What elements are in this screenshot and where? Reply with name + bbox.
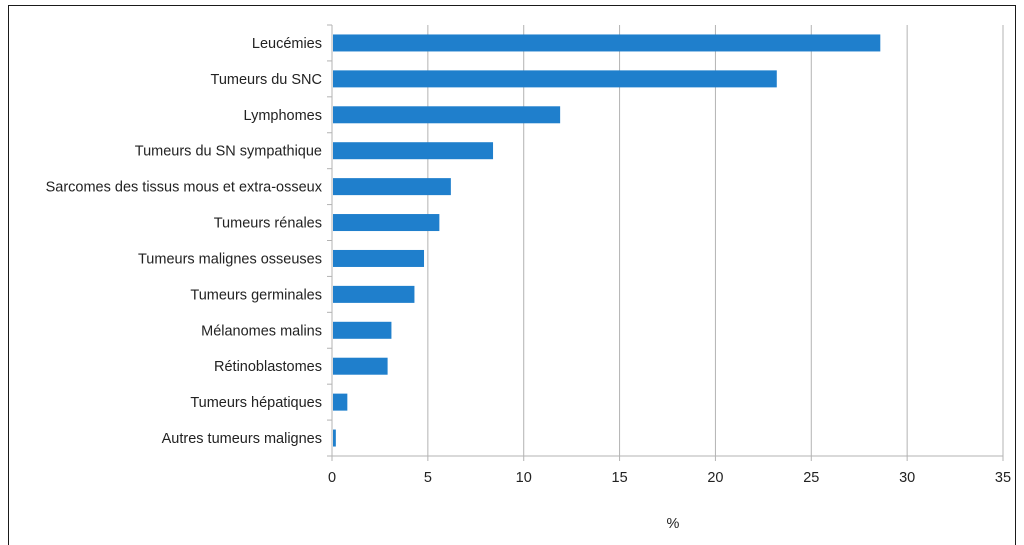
chart-frame <box>8 5 1016 545</box>
category-label: Tumeurs rénales <box>214 216 322 232</box>
bar <box>333 321 392 339</box>
category-labels: Leucémies Tumeurs du SNC Lymphomes Tumeurs … <box>46 36 323 447</box>
x-tick-label: 5 <box>424 470 432 486</box>
x-tick-label: 0 <box>328 470 336 486</box>
bar <box>333 393 348 411</box>
bar <box>333 106 561 124</box>
category-label: Leucémies <box>252 36 322 52</box>
x-tick-label: 10 <box>516 470 532 486</box>
category-label: Lymphomes <box>244 108 322 124</box>
bar <box>333 142 494 160</box>
bar <box>333 178 451 196</box>
x-tick-labels: 0 5 10 15 20 25 30 35 <box>328 470 1011 486</box>
category-label: Tumeurs malignes osseuses <box>138 251 322 267</box>
axes <box>327 24 1004 461</box>
x-tick-label: 30 <box>899 470 915 486</box>
x-tick-label: 20 <box>707 470 723 486</box>
x-tick-label: 25 <box>803 470 819 486</box>
category-label: Tumeurs germinales <box>190 287 322 303</box>
x-tick-label: 35 <box>995 470 1011 486</box>
gridlines <box>427 25 1004 456</box>
category-label: Sarcomes des tissus mous et extra-osseux <box>46 180 323 196</box>
category-label: Mélanomes malins <box>201 323 322 339</box>
x-axis-title: % <box>667 516 680 532</box>
category-label: Tumeurs du SNC <box>211 72 322 88</box>
category-label: Rétinoblastomes <box>214 359 322 375</box>
bars <box>333 34 881 447</box>
bar <box>333 429 336 447</box>
category-label: Tumeurs hépatiques <box>190 395 322 411</box>
bar <box>333 34 881 52</box>
x-tick-label: 15 <box>612 470 628 486</box>
category-label: Tumeurs du SN sympathique <box>135 144 322 160</box>
category-label: Autres tumeurs malignes <box>162 431 322 447</box>
bar <box>333 285 415 303</box>
bar <box>333 357 388 375</box>
bar <box>333 214 440 232</box>
bar <box>333 70 777 88</box>
bar <box>333 249 425 267</box>
